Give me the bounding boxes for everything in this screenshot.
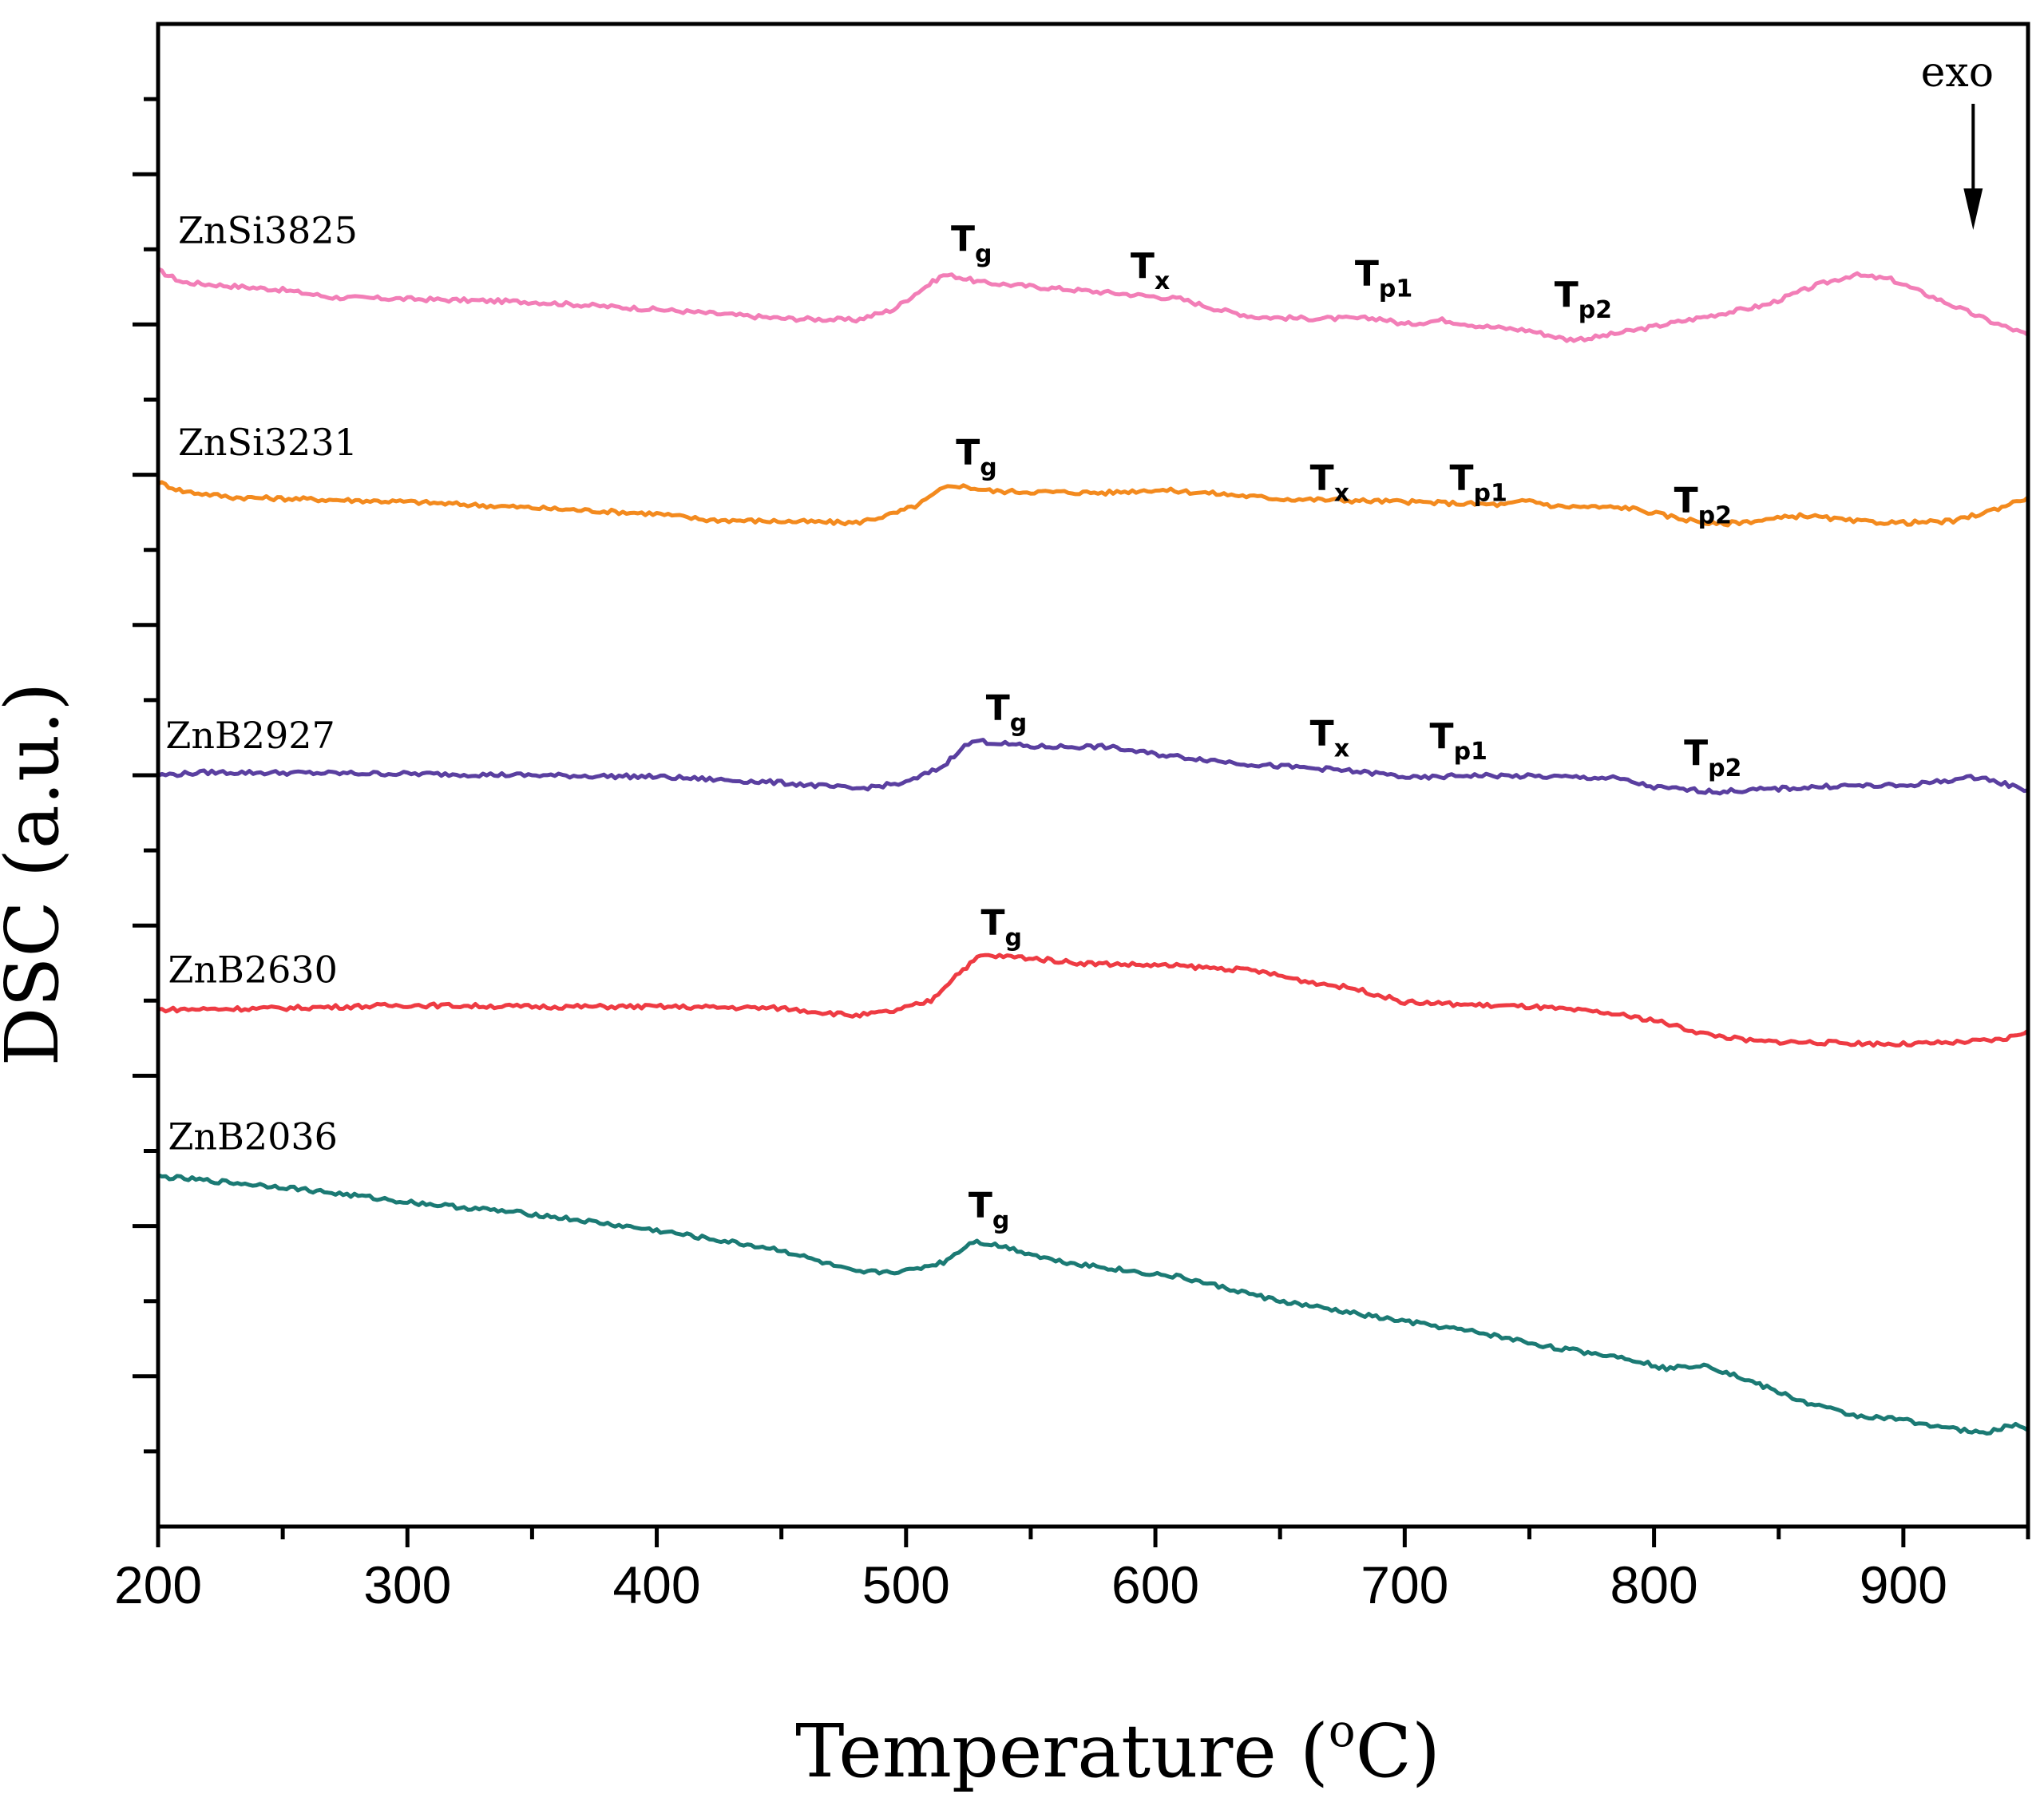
annotation-ZnB2927-Tp1: Tp1 bbox=[1430, 716, 1487, 766]
annotation-sub: x bbox=[1334, 735, 1349, 762]
x-tick-label: 200 bbox=[114, 1555, 202, 1614]
annotation-sub: p1 bbox=[1379, 275, 1412, 303]
annotation-sub: g bbox=[1004, 924, 1021, 952]
annotation-sub: g bbox=[992, 1206, 1009, 1234]
exo-label: exo bbox=[1921, 49, 1994, 97]
annotation-sub: g bbox=[1010, 709, 1027, 737]
annotation-ZnB2927-Tg: Tg bbox=[986, 687, 1028, 737]
series-label-ZnB2036: ZnB2036 bbox=[168, 1115, 337, 1158]
annotation-sub: p2 bbox=[1698, 502, 1732, 530]
annotation-ZnSi3231-Tx: Tx bbox=[1310, 457, 1349, 507]
x-tick-label: 400 bbox=[612, 1555, 700, 1614]
series-line-ZnB2036 bbox=[157, 1173, 2030, 1436]
series-line-ZnB2630 bbox=[157, 952, 2030, 1048]
annotation-ZnB2630-Tg: Tg bbox=[980, 902, 1022, 952]
annotation-main: T bbox=[986, 687, 1010, 728]
x-axis-title-main: Temperature ( bbox=[795, 1709, 1329, 1794]
annotation-ZnB2927-Tp2: Tp2 bbox=[1684, 733, 1741, 782]
annotation-ZnSi3825-Tg: Tg bbox=[951, 219, 992, 268]
series-label-ZnB2630: ZnB2630 bbox=[168, 949, 337, 992]
annotation-main: T bbox=[956, 432, 980, 473]
y-axis-title: DSC (a.u.) bbox=[0, 683, 75, 1067]
annotation-sub: x bbox=[1155, 267, 1170, 295]
x-tick-label: 900 bbox=[1860, 1555, 1947, 1614]
annotation-main: T bbox=[1355, 253, 1379, 294]
annotation-main: T bbox=[951, 219, 975, 259]
annotation-ZnB2927-Tx: Tx bbox=[1310, 713, 1349, 762]
annotation-main: T bbox=[1430, 716, 1454, 757]
x-tick-label: 600 bbox=[1111, 1555, 1199, 1614]
annotation-ZnSi3231-Tg: Tg bbox=[956, 432, 997, 481]
x-tick-label: 700 bbox=[1361, 1555, 1448, 1614]
annotation-sub: x bbox=[1334, 479, 1349, 507]
series-layer bbox=[156, 267, 2030, 1436]
annotation-ZnSi3825-Tp2: Tp2 bbox=[1555, 275, 1612, 324]
exo-arrow-head bbox=[1963, 188, 1983, 230]
annotation-main: T bbox=[1684, 733, 1708, 774]
annotation-ZnSi3231-Tp1: Tp1 bbox=[1450, 457, 1507, 507]
annotation-main: T bbox=[1310, 713, 1334, 754]
series-label-layer: ZnSi3825 ZnSi3231 ZnB2927 ZnB2630 ZnB2036 bbox=[165, 209, 358, 1158]
annotation-main: T bbox=[1674, 481, 1698, 521]
series-label-ZnB2927: ZnB2927 bbox=[165, 714, 335, 757]
series-line-ZnSi3825 bbox=[156, 267, 2030, 343]
annotation-sub: p1 bbox=[1454, 738, 1487, 766]
annotation-main: T bbox=[1555, 275, 1579, 315]
annotation-main: T bbox=[1310, 457, 1334, 498]
annotation-ZnSi3825-Tp1: Tp1 bbox=[1355, 253, 1412, 303]
annotation-sub: p2 bbox=[1708, 754, 1741, 782]
annotation-sub: g bbox=[980, 453, 996, 481]
annotation-main: T bbox=[980, 902, 1004, 943]
annotation-sub: g bbox=[975, 240, 992, 268]
annotation-main: T bbox=[1450, 457, 1474, 498]
series-label-ZnSi3231: ZnSi3231 bbox=[178, 421, 358, 464]
annotation-main: T bbox=[1131, 246, 1155, 287]
exo-arrow-icon bbox=[1963, 104, 1983, 230]
annotation-ZnSi3825-Tx: Tx bbox=[1131, 246, 1170, 295]
axes: 200 300 400 500 600 700 800 900 bbox=[114, 22, 2030, 1614]
annotation-ZnSi3231-Tp2: Tp2 bbox=[1674, 481, 1732, 530]
series-label-ZnSi3825: ZnSi3825 bbox=[178, 209, 358, 252]
annotation-sub: p2 bbox=[1579, 296, 1612, 324]
x-tick-label: 300 bbox=[363, 1555, 451, 1614]
x-tick-label: 500 bbox=[862, 1555, 950, 1614]
annotation-ZnB2036-Tg: Tg bbox=[969, 1185, 1010, 1234]
x-axis-title-unit: C) bbox=[1356, 1709, 1440, 1794]
series-line-ZnSi3231 bbox=[156, 480, 2030, 528]
series-line-ZnB2927 bbox=[156, 738, 2029, 796]
x-axis-title: Temperature (oC) bbox=[795, 1705, 1440, 1794]
x-axis-title-degree: o bbox=[1329, 1705, 1356, 1757]
annotation-sub: p1 bbox=[1474, 479, 1507, 507]
x-tick-label: 800 bbox=[1610, 1555, 1698, 1614]
annotation-main: T bbox=[969, 1185, 992, 1226]
